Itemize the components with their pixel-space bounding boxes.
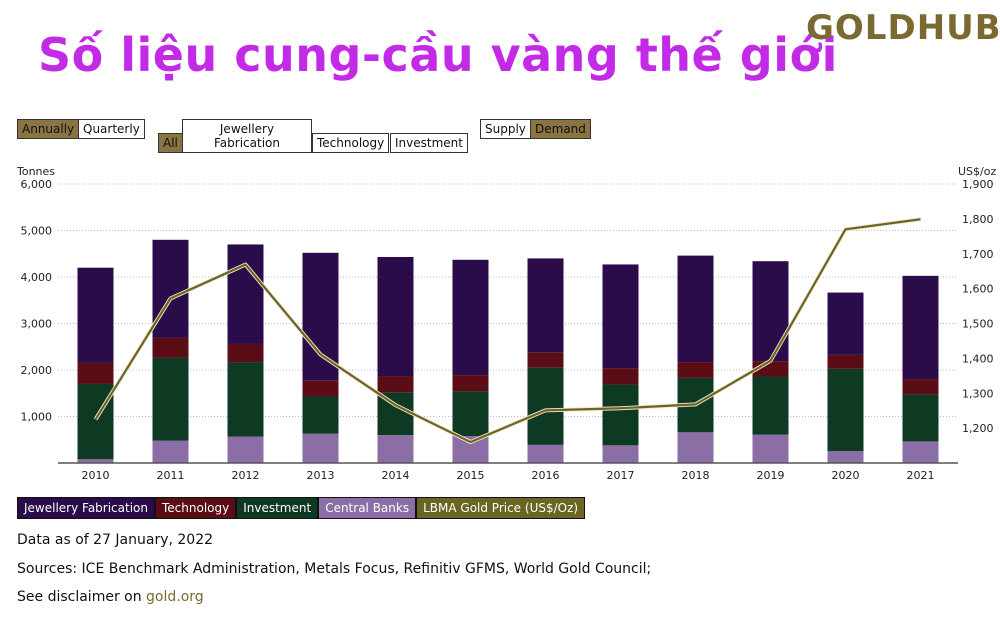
bar-segment-central-banks[interactable] xyxy=(827,451,864,463)
jewellery-fabrication-button[interactable]: Jewellery Fabrication xyxy=(182,119,312,153)
legend-technology[interactable]: Technology xyxy=(155,497,237,519)
x-tick-label: 2020 xyxy=(832,469,860,482)
quarterly-button[interactable]: Quarterly xyxy=(78,119,145,139)
y2-tick-label: 1,600 xyxy=(962,283,994,296)
bar-segment-central-banks[interactable] xyxy=(302,433,339,463)
bar-segment-investment[interactable] xyxy=(752,376,789,435)
bar-segment-investment[interactable] xyxy=(902,394,939,442)
x-tick-label: 2018 xyxy=(682,469,710,482)
technology-button[interactable]: Technology xyxy=(312,133,390,153)
bar-segment-jewellery[interactable] xyxy=(677,255,714,363)
bar-segment-jewellery[interactable] xyxy=(152,239,189,338)
bar-segment-investment[interactable] xyxy=(377,392,414,436)
y-tick-label: 6,000 xyxy=(21,178,53,191)
page-title: Số liệu cung-cầu vàng thế giới xyxy=(38,28,838,82)
y2-tick-label: 1,700 xyxy=(962,248,994,261)
bar-segment-investment[interactable] xyxy=(152,357,189,441)
bar-segment-central-banks[interactable] xyxy=(677,432,714,463)
bar-segment-jewellery[interactable] xyxy=(902,275,939,380)
bar-segment-jewellery[interactable] xyxy=(752,261,789,362)
bar-segment-central-banks[interactable] xyxy=(77,459,114,463)
bar-segment-technology[interactable] xyxy=(902,379,939,395)
bar-segment-central-banks[interactable] xyxy=(902,441,939,463)
gold-price-line[interactable] xyxy=(94,218,921,444)
y-tick-label: 3,000 xyxy=(21,318,53,331)
bar-segment-technology[interactable] xyxy=(227,343,264,363)
disclaimer-note: See disclaimer on gold.org xyxy=(17,589,204,605)
supply-button[interactable]: Supply xyxy=(480,119,531,139)
jewellery-label-line2: Fabrication xyxy=(214,136,280,150)
x-tick-label: 2017 xyxy=(607,469,635,482)
y2-tick-label: 1,300 xyxy=(962,387,994,400)
data-date-note: Data as of 27 January, 2022 xyxy=(17,532,214,548)
bar-segment-investment[interactable] xyxy=(77,383,114,460)
y-tick-label: 2,000 xyxy=(21,364,53,377)
jewellery-label-line1: Jewellery xyxy=(219,122,275,136)
bar-segment-technology[interactable] xyxy=(677,362,714,378)
x-tick-label: 2015 xyxy=(457,469,485,482)
bar-segment-central-banks[interactable] xyxy=(602,445,639,463)
gold-price-line-halo xyxy=(93,217,921,445)
bar-segment-technology[interactable] xyxy=(302,380,339,397)
bar-segment-central-banks[interactable] xyxy=(377,435,414,463)
y-tick-label: 1,000 xyxy=(21,411,53,424)
x-tick-label: 2019 xyxy=(757,469,785,482)
chart-legend: Jewellery Fabrication Technology Investm… xyxy=(17,497,586,519)
bar-segment-investment[interactable] xyxy=(227,362,264,437)
x-tick-label: 2016 xyxy=(532,469,560,482)
y2-tick-label: 1,200 xyxy=(962,422,994,435)
goldhub-logo: GOLDHUB xyxy=(806,8,1000,48)
bar-segment-investment[interactable] xyxy=(452,391,489,437)
x-tick-label: 2011 xyxy=(157,469,185,482)
bar-segment-technology[interactable] xyxy=(377,376,414,393)
x-tick-label: 2013 xyxy=(307,469,335,482)
y-tick-label: 5,000 xyxy=(21,225,53,238)
bar-segment-jewellery[interactable] xyxy=(77,267,114,363)
bar-segment-jewellery[interactable] xyxy=(602,264,639,369)
x-tick-label: 2010 xyxy=(82,469,110,482)
bar-segment-jewellery[interactable] xyxy=(827,292,864,355)
bar-segment-technology[interactable] xyxy=(452,375,489,392)
bar-segment-investment[interactable] xyxy=(302,396,339,434)
legend-investment[interactable]: Investment xyxy=(236,497,319,519)
bar-segment-jewellery[interactable] xyxy=(227,244,264,344)
bar-segment-investment[interactable] xyxy=(527,367,564,445)
bar-segment-technology[interactable] xyxy=(77,362,114,384)
bar-segment-investment[interactable] xyxy=(827,368,864,452)
demand-button[interactable]: Demand xyxy=(530,119,591,139)
bar-segment-technology[interactable] xyxy=(827,354,864,369)
y2-tick-label: 1,800 xyxy=(962,213,994,226)
bar-segment-technology[interactable] xyxy=(152,337,189,358)
sources-note: Sources: ICE Benchmark Administration, M… xyxy=(17,561,652,577)
bar-segment-jewellery[interactable] xyxy=(377,257,414,377)
x-tick-label: 2014 xyxy=(382,469,410,482)
annually-button[interactable]: Annually xyxy=(17,119,80,139)
gold-org-link[interactable]: gold.org xyxy=(146,589,204,605)
y2-tick-label: 1,500 xyxy=(962,318,994,331)
bar-segment-jewellery[interactable] xyxy=(452,259,489,376)
legend-gold-price[interactable]: LBMA Gold Price (US$/Oz) xyxy=(416,497,586,519)
y2-tick-label: 1,900 xyxy=(962,178,994,191)
bar-segment-jewellery[interactable] xyxy=(302,252,339,381)
investment-button[interactable]: Investment xyxy=(390,133,468,153)
legend-central-banks[interactable]: Central Banks xyxy=(318,497,417,519)
bar-segment-technology[interactable] xyxy=(527,352,564,368)
y-tick-label: 4,000 xyxy=(21,271,53,284)
bar-segment-central-banks[interactable] xyxy=(752,434,789,463)
bar-segment-central-banks[interactable] xyxy=(527,444,564,463)
disclaimer-text: See disclaimer on xyxy=(17,589,147,605)
x-tick-label: 2012 xyxy=(232,469,260,482)
y2-tick-label: 1,400 xyxy=(962,352,994,365)
bar-segment-technology[interactable] xyxy=(602,368,639,385)
bar-segment-jewellery[interactable] xyxy=(527,258,564,353)
bar-segment-central-banks[interactable] xyxy=(152,440,189,463)
x-tick-label: 2021 xyxy=(907,469,935,482)
y-axis-label: Tonnes xyxy=(16,165,55,178)
bar-segment-central-banks[interactable] xyxy=(227,436,264,463)
legend-jewellery-fabrication[interactable]: Jewellery Fabrication xyxy=(17,497,155,519)
bar-segment-investment[interactable] xyxy=(602,384,639,446)
y2-axis-label: US$/oz xyxy=(958,165,996,178)
